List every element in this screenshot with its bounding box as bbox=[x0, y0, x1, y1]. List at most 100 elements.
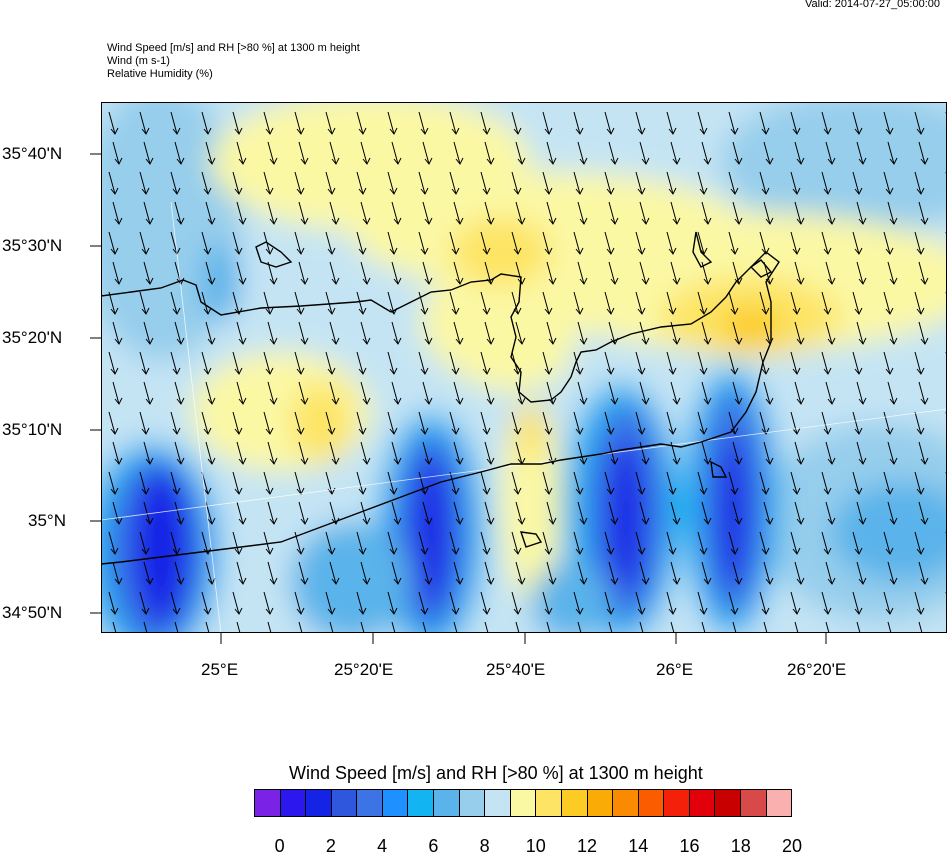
wind-arrow bbox=[887, 561, 898, 585]
wind-arrow bbox=[205, 381, 216, 405]
wind-arrow bbox=[573, 291, 584, 315]
wind-arrow bbox=[325, 471, 336, 495]
wind-arrow bbox=[577, 321, 588, 345]
wind-arrow bbox=[236, 321, 247, 345]
header-line-title: Wind Speed [m/s] and RH [>80 %] at 1300 … bbox=[107, 42, 360, 54]
wind-arrow bbox=[170, 411, 181, 435]
wind-arrow bbox=[391, 621, 396, 633]
wind-arrow bbox=[112, 321, 123, 345]
wind-arrow bbox=[511, 411, 522, 435]
wind-arrow bbox=[267, 141, 278, 165]
colorbar-tick-label: 18 bbox=[730, 836, 751, 856]
wind-arrow bbox=[515, 621, 520, 633]
wind-arrow bbox=[887, 201, 898, 225]
wind-arrow bbox=[701, 441, 712, 465]
wind-arrow bbox=[790, 351, 801, 375]
wind-arrow bbox=[205, 441, 216, 465]
colorbar bbox=[254, 789, 793, 817]
wind-arrow bbox=[267, 261, 278, 285]
wind-arrow bbox=[604, 231, 615, 255]
wind-arrow bbox=[608, 141, 619, 165]
wind-arrow bbox=[387, 231, 398, 255]
wind-arrow bbox=[236, 561, 247, 585]
wind-arrow bbox=[635, 531, 646, 555]
lon-label: 25°40'E bbox=[486, 660, 546, 679]
lat-label: 35°30'N bbox=[2, 236, 63, 255]
wind-arrow bbox=[635, 171, 646, 195]
wind-arrow bbox=[701, 201, 712, 225]
wind-arrow bbox=[577, 201, 588, 225]
wind-arrow bbox=[139, 531, 150, 555]
wind-arrow bbox=[732, 201, 743, 225]
wind-arrow bbox=[484, 441, 495, 465]
lon-label: 25°20'E bbox=[334, 660, 394, 679]
wind-arrow bbox=[825, 561, 836, 585]
wind-arrow bbox=[821, 531, 832, 555]
wind-arrow bbox=[329, 561, 340, 585]
colorbar-swatch bbox=[715, 790, 741, 816]
wind-arrow bbox=[546, 561, 557, 585]
wind-arrow bbox=[825, 381, 836, 405]
colorbar-swatch bbox=[638, 790, 665, 816]
wind-arrow bbox=[914, 591, 925, 615]
wind-arrow bbox=[263, 471, 274, 495]
wind-arrow bbox=[449, 471, 460, 495]
wind-arrow bbox=[732, 141, 743, 165]
wind-arrow bbox=[728, 531, 739, 555]
wind-arrow bbox=[480, 591, 491, 615]
wind-arrow bbox=[139, 471, 150, 495]
wind-arrow bbox=[794, 321, 805, 345]
wind-arrow bbox=[639, 201, 650, 225]
wind-arrow bbox=[391, 141, 402, 165]
wind-arrow bbox=[759, 471, 770, 495]
wind-arrow bbox=[108, 351, 119, 375]
wind-arrow bbox=[918, 441, 929, 465]
wind-arrow bbox=[418, 531, 429, 555]
wind-arrow bbox=[883, 591, 894, 615]
wind-arrow bbox=[918, 561, 929, 585]
wind-arrow bbox=[236, 141, 247, 165]
wind-arrow bbox=[294, 591, 305, 615]
wind-arrow bbox=[294, 111, 305, 135]
colorbar-tick-label: 10 bbox=[525, 836, 546, 856]
wind-arrow bbox=[666, 351, 677, 375]
wind-arrow bbox=[201, 111, 212, 135]
colorbar-tick-label: 8 bbox=[479, 836, 490, 856]
wind-arrow bbox=[232, 411, 243, 435]
wind-arrow bbox=[511, 471, 522, 495]
wind-arrow bbox=[697, 411, 708, 435]
lon-label: 25°E bbox=[201, 660, 239, 679]
wind-arrow bbox=[697, 591, 708, 615]
wind-arrow bbox=[883, 111, 894, 135]
wind-arrow bbox=[670, 141, 681, 165]
wind-arrow bbox=[201, 291, 212, 315]
wind-arrow bbox=[325, 411, 336, 435]
wind-arrow bbox=[484, 561, 495, 585]
wind-arrow bbox=[511, 111, 522, 135]
wind-arrow bbox=[577, 621, 582, 633]
wind-arrow bbox=[573, 351, 584, 375]
wind-arrow bbox=[267, 501, 278, 525]
wind-arrow bbox=[449, 231, 460, 255]
wind-arrow bbox=[143, 381, 154, 405]
wind-arrow bbox=[143, 621, 148, 633]
wind-arrow bbox=[108, 291, 119, 315]
wind-arrow bbox=[546, 261, 557, 285]
wind-arrow bbox=[821, 471, 832, 495]
wind-arrow bbox=[728, 351, 739, 375]
wind-arrow bbox=[918, 261, 929, 285]
wind-arrow bbox=[298, 621, 303, 633]
wind-arrow bbox=[356, 231, 367, 255]
wind-arrow bbox=[112, 561, 123, 585]
wind-arrow bbox=[825, 321, 836, 345]
wind-arrow bbox=[108, 111, 119, 135]
wind-arrow bbox=[790, 231, 801, 255]
wind-arrow bbox=[356, 351, 367, 375]
valid-time: Valid: 2014-07-27_05:00:00 bbox=[805, 0, 940, 10]
wind-arrow bbox=[670, 201, 681, 225]
wind-arrow bbox=[112, 261, 123, 285]
wind-arrow bbox=[139, 111, 150, 135]
wind-arrow bbox=[236, 501, 247, 525]
wind-arrow bbox=[790, 171, 801, 195]
wind-arrow bbox=[232, 111, 243, 135]
